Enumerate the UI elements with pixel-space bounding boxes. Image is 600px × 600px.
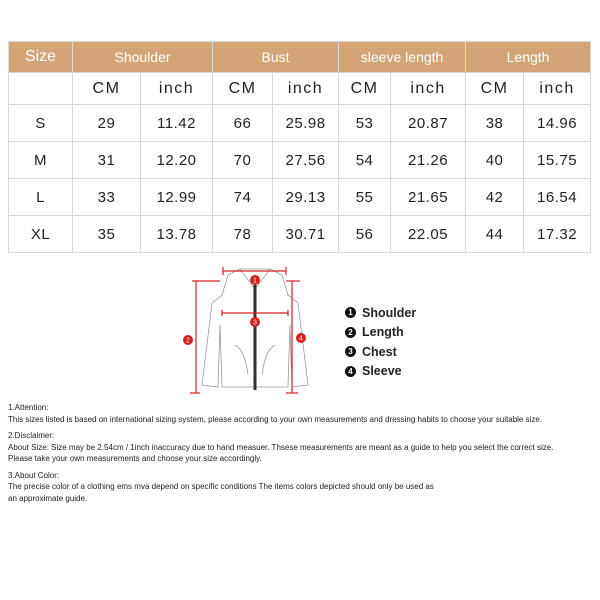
unit-cell: CM — [465, 72, 525, 105]
header-size: Size — [8, 41, 73, 73]
note-title: 3.About Color: — [8, 470, 60, 480]
marker-2-label: 2 — [186, 338, 190, 345]
value-cell: 16.54 — [523, 178, 592, 216]
unit-cell: CM — [338, 72, 392, 105]
marker-1-icon — [250, 275, 260, 285]
marker-4-label: 4 — [299, 336, 303, 343]
value-cell: 66 — [212, 104, 274, 142]
value-cell: 78 — [212, 215, 274, 253]
value-cell: 22.05 — [390, 215, 467, 253]
value-cell: 20.87 — [390, 104, 467, 142]
value-cell: 42 — [465, 178, 525, 216]
value-cell: 56 — [338, 215, 392, 253]
header-length: Length — [465, 41, 592, 73]
value-cell: 70 — [212, 141, 274, 179]
note-title: 2.Disclaimer: — [8, 431, 55, 440]
header-row: Size Shoulder Bust sleeve length Length — [8, 41, 592, 73]
note-attention: 1.Attention: This sizes listed is based o… — [8, 402, 553, 425]
marker-3-icon — [250, 317, 260, 327]
value-cell: 35 — [72, 215, 141, 253]
table-row: XL 35 13.78 78 30.71 56 22.05 44 17.32 — [8, 215, 592, 253]
note-color: 3.About Color: The precise color of a clo… — [8, 470, 553, 505]
value-cell: 74 — [212, 178, 274, 216]
note-line: Please take your own measurements and ch… — [8, 454, 262, 463]
value-cell: 21.26 — [390, 141, 467, 179]
number-4-icon: 4 — [345, 365, 356, 377]
legend-item: 1 Shoulder — [345, 303, 416, 323]
notes-section: 1.Attention: This sizes listed is based o… — [8, 402, 553, 509]
unit-cell: CM — [212, 72, 274, 105]
table-row: M 31 12.20 70 27.56 54 21.26 40 15.75 — [8, 141, 592, 179]
legend-label: Length — [362, 325, 404, 340]
value-cell: 29.13 — [272, 178, 340, 216]
note-line: This sizes listed is based on internatio… — [8, 414, 543, 424]
value-cell: 44 — [465, 215, 525, 253]
value-cell: 14.96 — [523, 104, 592, 142]
legend-label: Sleeve — [362, 364, 402, 379]
note-line: The precise color of a clothing ems mva … — [8, 482, 434, 491]
header-sleeve-length: sleeve length — [338, 41, 467, 73]
units-row: CM inch CM inch CM inch CM inch — [8, 72, 592, 105]
jacket-outline-icon — [201, 268, 309, 388]
unit-cell: inch — [139, 72, 214, 105]
jacket-diagram: 1 2 3 4 — [183, 267, 309, 394]
value-cell: 29 — [72, 104, 141, 142]
unit-cell: inch — [272, 72, 340, 105]
value-cell: 25.98 — [272, 104, 340, 142]
size-chart-table: Size Shoulder Bust sleeve length Length … — [8, 41, 592, 253]
legend-item: 4 Sleeve — [345, 362, 416, 382]
value-cell: 40 — [465, 141, 525, 179]
value-cell: 12.99 — [139, 178, 214, 216]
value-cell: 15.75 — [523, 141, 592, 179]
size-cell: L — [8, 178, 73, 216]
note-line: an approximate guide. — [8, 493, 88, 503]
legend-label: Shoulder — [362, 305, 417, 320]
note-title: 1.Attention: — [8, 403, 49, 412]
value-cell: 13.78 — [139, 215, 214, 253]
unit-cell — [8, 72, 73, 105]
legend-item: 2 Length — [345, 323, 416, 343]
number-2-icon: 2 — [345, 326, 356, 338]
note-line: About Size: Size may be 2.54cm / 1inch i… — [8, 442, 554, 452]
value-cell: 54 — [338, 141, 392, 179]
unit-cell: CM — [72, 72, 141, 105]
unit-cell: inch — [523, 72, 592, 105]
value-cell: 21.65 — [390, 178, 467, 216]
number-1-icon: 1 — [345, 307, 356, 319]
size-cell: XL — [8, 215, 73, 253]
number-3-icon: 3 — [345, 346, 356, 358]
value-cell: 31 — [72, 141, 141, 179]
value-cell: 33 — [72, 178, 141, 216]
value-cell: 11.42 — [139, 104, 214, 142]
value-cell: 17.32 — [523, 215, 592, 253]
size-cell: S — [8, 104, 73, 142]
size-cell: M — [8, 141, 73, 179]
table-row: S 29 11.42 66 25.98 53 20.87 38 14.96 — [8, 104, 592, 142]
marker-4-icon — [296, 333, 306, 343]
measurement-legend: 1 Shoulder 2 Length 3 Chest 4 Sleeve — [345, 303, 416, 381]
marker-1-label: 1 — [253, 278, 257, 285]
marker-2-icon — [183, 335, 193, 345]
marker-3-label: 3 — [253, 320, 257, 327]
legend-label: Chest — [362, 344, 397, 359]
legend-item: 3 Chest — [345, 342, 416, 362]
header-shoulder: Shoulder — [71, 41, 214, 73]
value-cell: 53 — [338, 104, 392, 142]
table-row: L 33 12.99 74 29.13 55 21.65 42 16.54 — [8, 178, 592, 216]
value-cell: 30.71 — [272, 215, 340, 253]
value-cell: 38 — [465, 104, 525, 142]
unit-cell: inch — [390, 72, 467, 105]
value-cell: 27.56 — [272, 141, 340, 179]
header-bust: Bust — [212, 41, 340, 73]
value-cell: 55 — [338, 178, 392, 216]
note-disclaimer: 2.Disclaimer: About Size: Size may be 2.5… — [8, 430, 553, 465]
value-cell: 12.20 — [139, 141, 214, 179]
